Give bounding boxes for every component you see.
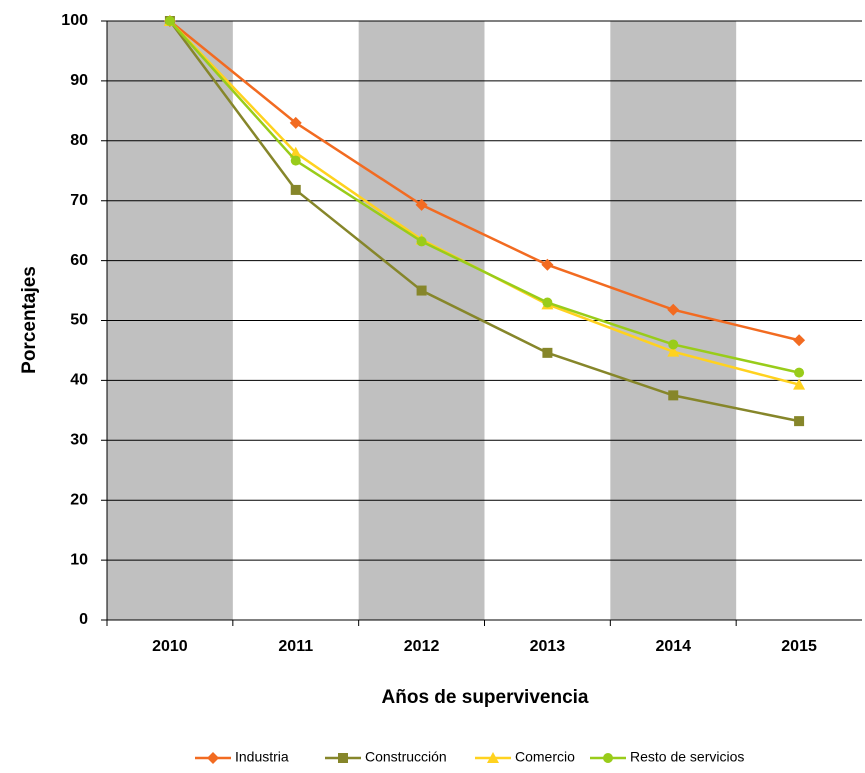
point [667, 345, 680, 357]
point [416, 236, 427, 247]
y-axis-title: Porcentajes [19, 266, 40, 374]
point [416, 285, 427, 296]
y-tick-label: 70 [70, 192, 88, 209]
y-tick-label: 40 [70, 372, 88, 389]
point [793, 334, 806, 347]
x-tick-label: 2014 [655, 638, 691, 655]
x-tick-label: 2012 [404, 638, 440, 655]
point [541, 258, 554, 271]
point [164, 16, 175, 26]
x-tick-label: 2010 [152, 638, 188, 655]
legend-marker [338, 753, 348, 763]
legend-marker [603, 753, 613, 763]
point [415, 198, 428, 211]
y-tick-label: 20 [70, 491, 88, 508]
y-tick-label: 0 [79, 611, 88, 628]
series-line [169, 20, 800, 342]
y-tick-label: 30 [70, 432, 88, 449]
y-tick-label: 100 [61, 12, 88, 29]
series-line [168, 20, 800, 423]
legend-marker [207, 752, 219, 764]
point [668, 339, 679, 350]
legend-label: Industria [235, 749, 289, 765]
legend-label: Construcción [365, 749, 447, 765]
point [794, 416, 805, 427]
y-tick-label: 50 [70, 312, 88, 329]
x-axis-title: Años de supervivencia [382, 687, 589, 708]
legend-label: Resto de servicios [630, 749, 744, 765]
x-tick-label: 2015 [781, 638, 817, 655]
series-line [168, 20, 800, 374]
point [668, 390, 679, 401]
y-tick-label: 80 [70, 132, 88, 149]
point [289, 116, 302, 129]
point [290, 155, 301, 166]
point [542, 297, 553, 308]
point [289, 146, 302, 158]
point [667, 303, 680, 316]
y-tick-label: 60 [70, 252, 88, 269]
point [290, 184, 301, 195]
legend-label: Comercio [515, 749, 575, 765]
point [793, 378, 806, 390]
point [794, 367, 805, 378]
y-tick-label: 90 [70, 72, 88, 89]
legend-marker [487, 752, 499, 763]
x-tick-label: 2011 [278, 638, 313, 655]
point [542, 347, 553, 358]
y-tick-label: 10 [70, 551, 88, 568]
x-tick-label: 2013 [530, 638, 566, 655]
